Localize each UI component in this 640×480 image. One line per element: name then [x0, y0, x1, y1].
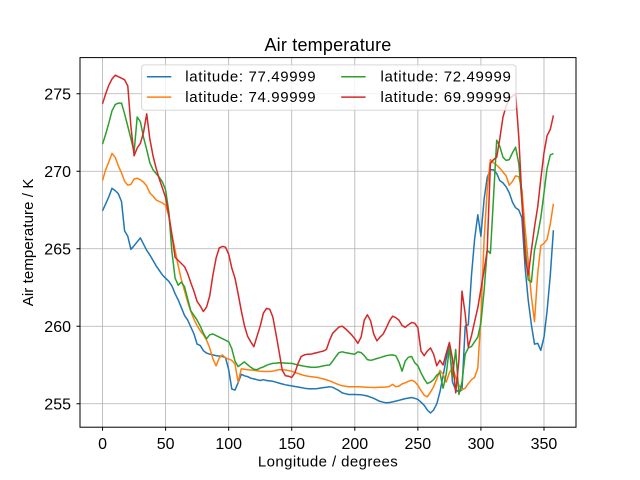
- svg-text:255: 255: [44, 396, 71, 413]
- svg-text:270: 270: [44, 164, 71, 181]
- svg-text:250: 250: [405, 436, 432, 453]
- svg-text:260: 260: [44, 319, 71, 336]
- svg-text:150: 150: [278, 436, 305, 453]
- svg-text:50: 50: [157, 436, 175, 453]
- svg-text:latitude: 74.99999: latitude: 74.99999: [185, 89, 316, 106]
- svg-text:Air temperature: Air temperature: [264, 35, 391, 55]
- svg-text:0: 0: [98, 436, 107, 453]
- svg-text:200: 200: [341, 436, 368, 453]
- svg-text:latitude: 72.49999: latitude: 72.49999: [381, 69, 512, 86]
- svg-text:275: 275: [44, 86, 71, 103]
- svg-text:265: 265: [44, 241, 71, 258]
- svg-text:Air temperature / K: Air temperature / K: [20, 179, 37, 307]
- svg-text:300: 300: [468, 436, 495, 453]
- svg-text:350: 350: [531, 436, 558, 453]
- svg-text:100: 100: [215, 436, 242, 453]
- svg-text:latitude: 69.99999: latitude: 69.99999: [381, 89, 512, 106]
- svg-text:latitude: 77.49999: latitude: 77.49999: [185, 69, 316, 86]
- svg-text:Longitude / degrees: Longitude / degrees: [258, 454, 398, 471]
